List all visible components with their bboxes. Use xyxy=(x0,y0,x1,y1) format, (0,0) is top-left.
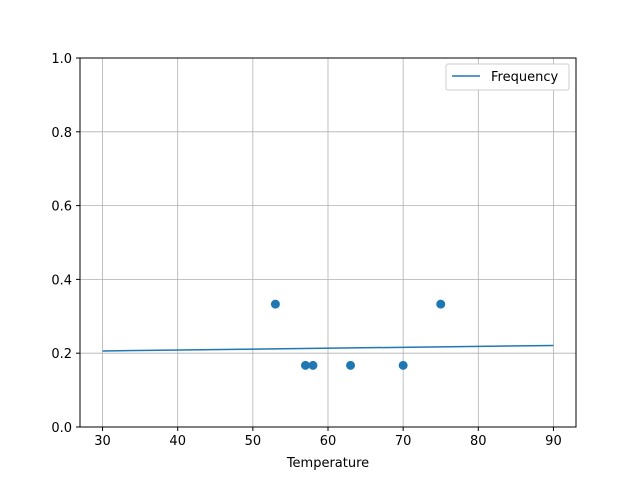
scatter-point xyxy=(398,360,408,370)
x-tick-label: 90 xyxy=(545,434,562,449)
scatter-point xyxy=(300,360,310,370)
series-line-frequency xyxy=(102,344,554,352)
scatter-point xyxy=(308,360,318,370)
y-tick-label: 0.2 xyxy=(51,347,72,362)
x-tick-label: 80 xyxy=(470,434,487,449)
legend: Frequency xyxy=(445,63,570,91)
x-axis-label: Temperature xyxy=(286,456,369,471)
scatter-point xyxy=(270,299,280,309)
marks xyxy=(102,299,554,370)
y-tick-label: 0.4 xyxy=(51,273,72,288)
x-tick-label: 50 xyxy=(245,434,262,449)
legend-label: Frequency xyxy=(491,70,558,85)
x-tick-label: 70 xyxy=(395,434,412,449)
ticks: 30 40 50 60 70 80 90 0.0 0.2 0.4 0.6 0.8 1.0 xyxy=(51,52,561,449)
x-tick-label: 30 xyxy=(94,434,111,449)
y-tick-label: 1.0 xyxy=(51,52,72,67)
scatter-point xyxy=(346,360,356,370)
x-tick-label: 60 xyxy=(320,434,337,449)
y-tick-label: 0.0 xyxy=(51,421,72,436)
y-tick-label: 0.6 xyxy=(51,200,72,215)
scatter-point xyxy=(436,299,446,309)
legend-box xyxy=(445,63,570,91)
y-tick-label: 0.8 xyxy=(51,126,72,141)
grid xyxy=(80,57,576,428)
x-tick-label: 40 xyxy=(169,434,186,449)
